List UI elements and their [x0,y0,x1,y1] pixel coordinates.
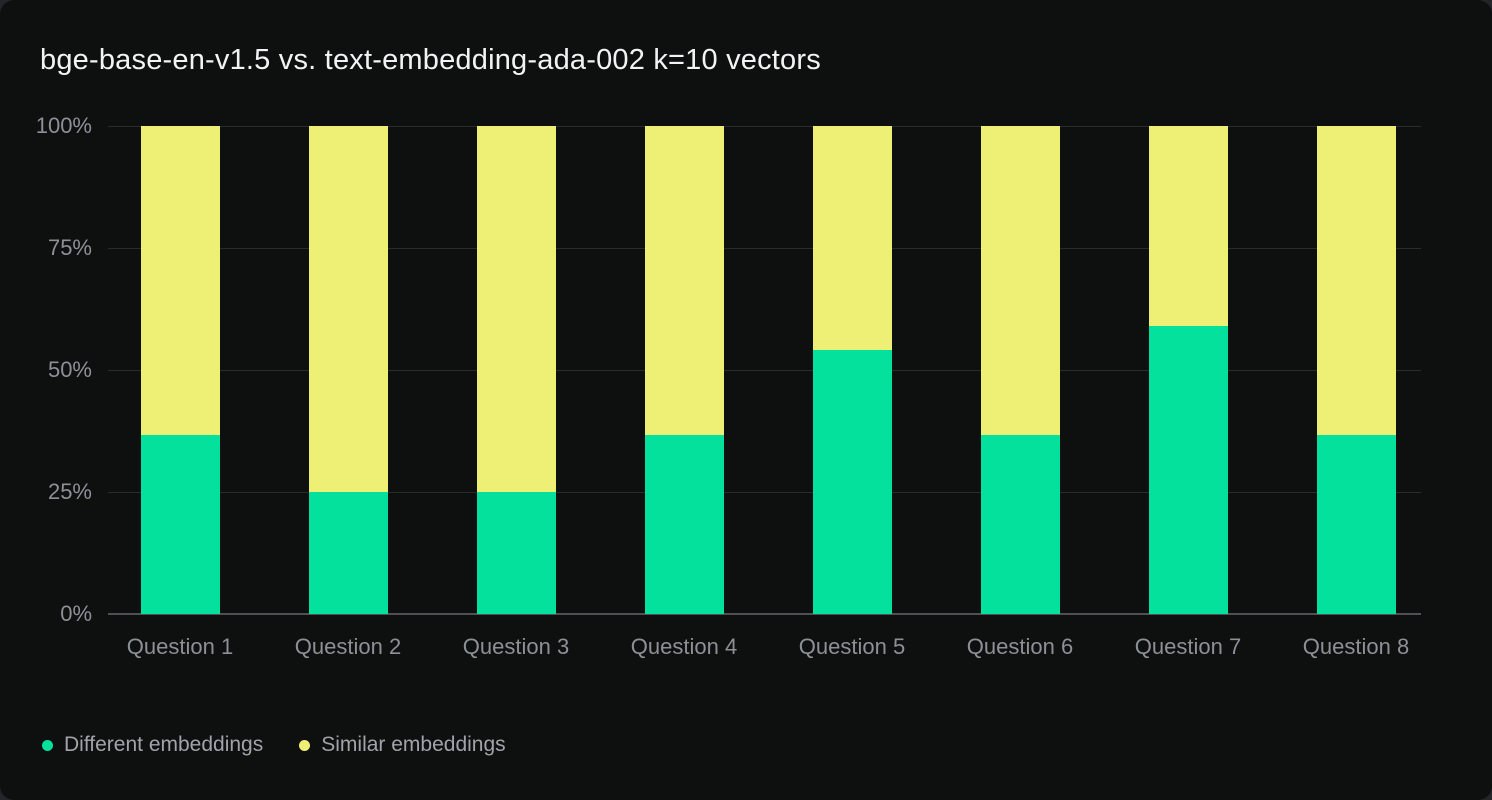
bar-segment-similar-embeddings-question-1[interactable] [140,126,220,436]
x-axis-label-question-5: Question 5 [798,634,906,659]
x-axis-label-question-8: Question 8 [1302,634,1410,659]
bar-question-1 [140,126,220,614]
bar-question-6 [980,126,1060,614]
y-axis-tick-label: 25% [47,479,92,504]
legend-label: Similar embeddings [321,733,506,756]
y-axis-tick-label: 100% [35,113,92,138]
bar-segment-similar-embeddings-question-5[interactable] [812,126,892,351]
bar-question-4 [644,126,724,614]
bar-segment-similar-embeddings-question-8[interactable] [1316,126,1396,436]
bar-segment-different-embeddings-question-6[interactable] [980,435,1060,614]
legend-item-different-embeddings[interactable]: Different embeddings [42,732,263,758]
x-axis-label-question-3: Question 3 [462,634,570,659]
gridline-25 [108,491,1421,493]
bar-segment-different-embeddings-question-1[interactable] [140,435,220,614]
y-axis-tick-label: 0% [60,601,92,626]
legend-label: Different embeddings [64,733,264,756]
bar-question-3 [476,126,556,614]
legend-item-similar-embeddings[interactable]: Similar embeddings [299,732,506,758]
legend: Different embeddings Similar embeddings [42,732,506,758]
bar-question-8 [1316,126,1396,614]
y-axis-tick-label: 75% [47,235,92,260]
bar-question-7 [1148,126,1228,614]
bar-segment-similar-embeddings-question-2[interactable] [308,126,388,492]
bar-segment-different-embeddings-question-5[interactable] [812,350,892,614]
bar-segment-similar-embeddings-question-4[interactable] [644,126,724,436]
legend-dot-icon [299,739,311,751]
bar-segment-different-embeddings-question-4[interactable] [644,435,724,614]
x-axis-label-question-6: Question 6 [966,634,1074,659]
x-axis-label-question-4: Question 4 [630,634,738,659]
bar-segment-different-embeddings-question-7[interactable] [1148,326,1228,614]
bar-question-5 [812,126,892,614]
legend-dot-icon [42,739,53,751]
bar-segment-similar-embeddings-question-6[interactable] [980,126,1060,436]
bar-segment-different-embeddings-question-8[interactable] [1316,435,1396,614]
bar-segment-different-embeddings-question-3[interactable] [476,492,556,614]
x-axis-baseline [108,613,1421,615]
y-axis-tick-label: 50% [47,357,92,382]
x-axis-label-question-2: Question 2 [294,634,402,659]
bar-question-2 [308,126,388,614]
x-axis-label-question-1: Question 1 [126,634,234,659]
x-axis-label-question-7: Question 7 [1134,634,1242,659]
bar-segment-similar-embeddings-question-7[interactable] [1148,126,1228,327]
chart-title: bge-base-en-v1.5 vs. text-embedding-ada-… [40,44,821,76]
gridline-75 [108,247,1421,249]
gridline-100 [108,125,1421,127]
bar-segment-similar-embeddings-question-3[interactable] [476,126,556,492]
gridline-50 [108,369,1421,371]
bar-segment-different-embeddings-question-2[interactable] [308,492,388,614]
